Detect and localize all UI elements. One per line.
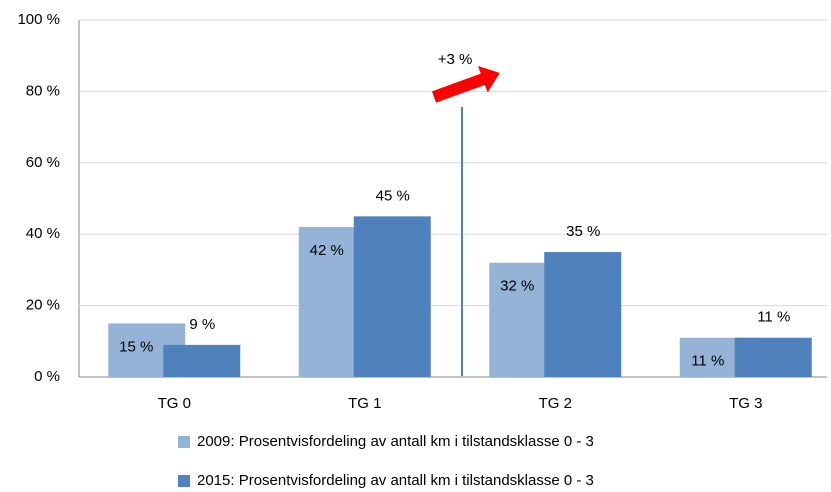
x-tick-label: TG 1	[348, 395, 381, 412]
y-tick-label: 60 %	[26, 154, 60, 171]
bar	[353, 216, 431, 377]
legend-label: 2009: Prosentvisfordeling av antall km i…	[197, 433, 594, 450]
y-tick-label: 20 %	[26, 297, 60, 314]
value-label: 45 %	[376, 187, 410, 204]
arrow	[431, 66, 500, 103]
value-label: 32 %	[500, 278, 534, 295]
value-label: 35 %	[566, 223, 600, 240]
value-label: 15 %	[119, 338, 153, 355]
x-tick-label: TG 2	[539, 395, 572, 412]
bar	[734, 337, 812, 377]
x-tick-label: TG 3	[729, 395, 762, 412]
legend-swatch	[178, 436, 190, 448]
value-label: 9 %	[189, 316, 215, 333]
x-tick-label: TG 0	[158, 395, 191, 412]
annotation: +3 %	[438, 51, 473, 68]
value-label: 11 %	[757, 309, 790, 326]
legend-label: 2015: Prosentvisfordeling av antall km i…	[197, 472, 594, 489]
y-tick-label: 80 %	[26, 82, 60, 99]
bar	[163, 344, 241, 377]
y-tick-label: 0 %	[34, 368, 60, 385]
legend-swatch	[178, 475, 190, 487]
y-tick-label: 100 %	[17, 11, 60, 28]
value-label: 42 %	[310, 242, 344, 259]
y-tick-label: 40 %	[26, 225, 60, 242]
bar	[544, 252, 622, 377]
value-label: 11 %	[691, 353, 724, 370]
